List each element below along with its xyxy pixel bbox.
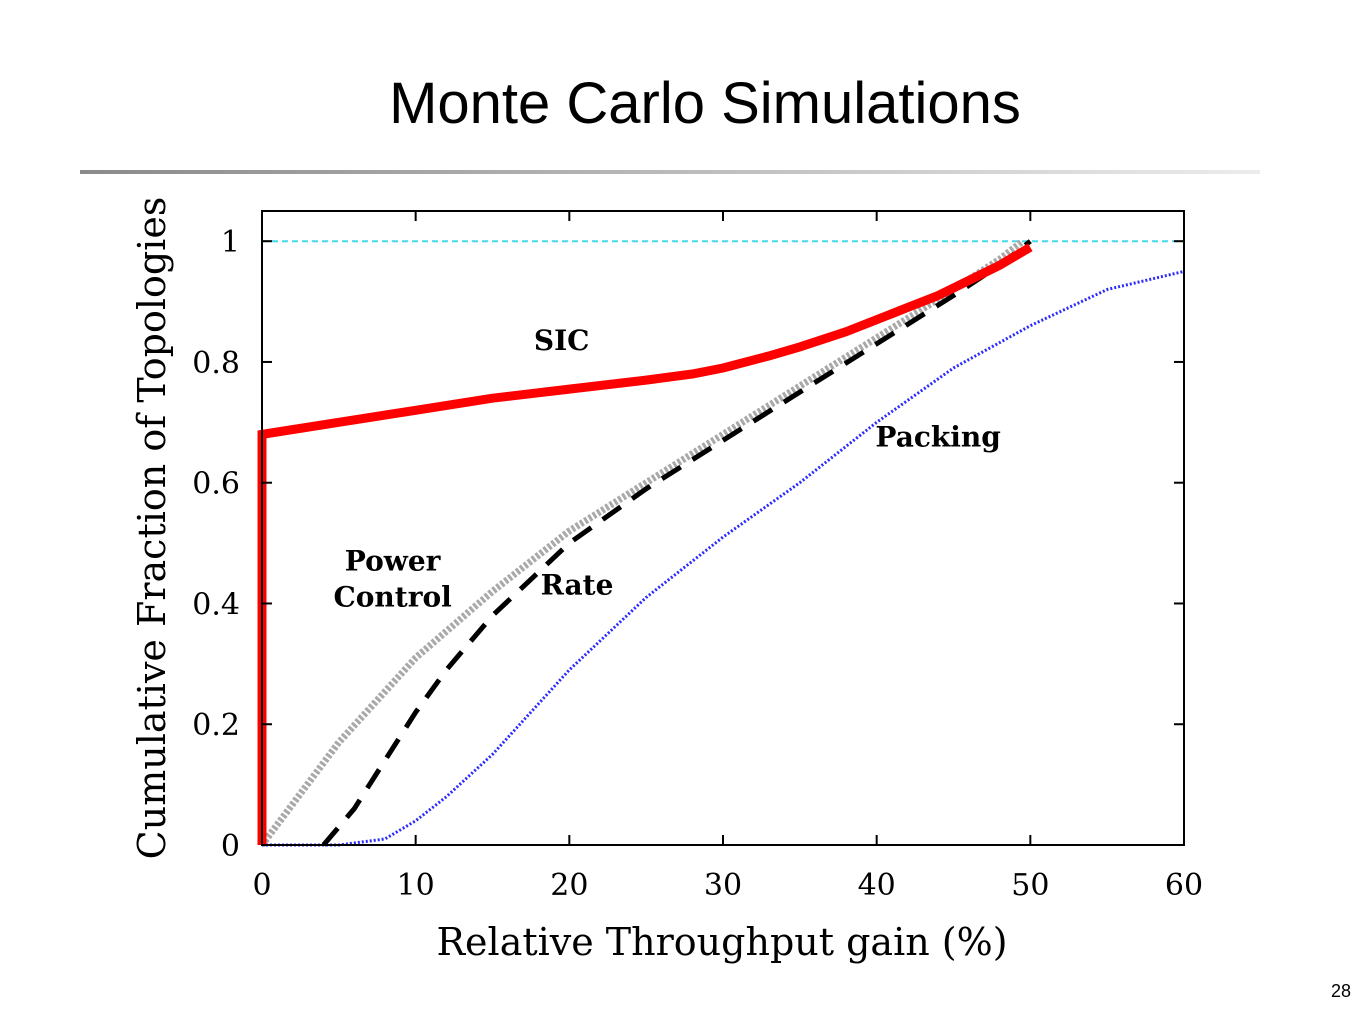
x-tick-label: 40 xyxy=(858,868,896,903)
slide-title: Monte Carlo Simulations xyxy=(389,71,1021,136)
x-axis-label: Relative Throughput gain (%) xyxy=(436,920,1007,964)
x-tick-label: 50 xyxy=(1011,868,1049,903)
title-divider xyxy=(80,170,1260,174)
x-tick-label: 60 xyxy=(1165,868,1203,903)
series-annotation: Control xyxy=(333,580,451,613)
y-tick-label: 0 xyxy=(221,829,240,864)
series-line-rate xyxy=(321,239,1032,847)
series-annotation: Rate xyxy=(541,568,614,601)
x-tick-label: 20 xyxy=(550,868,588,903)
y-tick-label: 0.6 xyxy=(192,467,240,502)
series-line-packing xyxy=(262,269,1185,847)
x-tick-label: 10 xyxy=(397,868,435,903)
series-annotation: Packing xyxy=(875,420,1000,453)
y-axis-label: Cumulative Fraction of Topologies xyxy=(130,197,174,860)
y-tick-label: 1 xyxy=(221,225,240,260)
series-annotation: SIC xyxy=(534,324,590,357)
series-annotation: Power xyxy=(345,544,442,577)
plot-frame xyxy=(261,210,1185,846)
series-line-power-control xyxy=(259,238,1025,848)
slide-number: 28 xyxy=(1330,981,1351,1001)
series-line-sic xyxy=(257,243,1033,845)
y-tick-label: 0.4 xyxy=(192,587,240,622)
y-tick-label: 0.2 xyxy=(192,708,240,743)
y-tick-label: 0.8 xyxy=(192,346,240,381)
x-tick-label: 30 xyxy=(704,868,742,903)
x-tick-label: 0 xyxy=(252,868,271,903)
